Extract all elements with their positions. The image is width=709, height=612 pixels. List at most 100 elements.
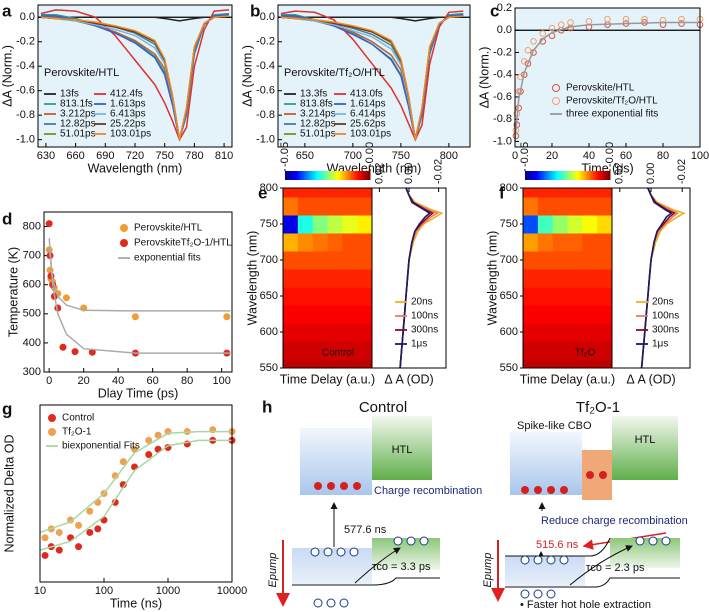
data-line <box>40 15 230 140</box>
data-line <box>39 439 232 551</box>
colorbar-swatch <box>586 171 590 180</box>
heatmap-cell <box>312 269 328 288</box>
colorbar-swatch <box>357 171 360 180</box>
heatmap-cell <box>297 287 314 306</box>
heatmap-cell <box>523 341 539 360</box>
colorbar-swatch <box>333 171 337 180</box>
y-tick-label: -0.4 <box>16 60 35 72</box>
y-tick-label: 700 <box>23 250 41 262</box>
heatmap-cell <box>357 341 373 360</box>
colorbar-swatch <box>607 171 611 180</box>
heatmap-cell <box>523 233 539 252</box>
heatmap-cell <box>537 305 554 324</box>
heatmap-cell <box>567 233 583 252</box>
heatmap-cell <box>327 188 343 198</box>
colorbar-swatch <box>304 171 307 180</box>
y-tick-label: 800 <box>500 182 518 194</box>
legend-label: 100ns <box>652 311 679 322</box>
legend-label: 103.01ps <box>110 129 151 140</box>
heatmap-cell <box>567 251 583 270</box>
legend-label: 6.414ps <box>350 109 386 120</box>
heatmap-cell <box>523 188 539 198</box>
heatmap-cell <box>597 197 613 216</box>
colorbar-swatch <box>340 171 343 180</box>
colorbar-swatch <box>321 171 324 180</box>
legend-marker <box>552 97 560 105</box>
annotation: Tf₂O <box>575 348 596 359</box>
electrons <box>521 471 607 494</box>
y-tick-label: 550 <box>500 362 518 374</box>
diagram-title: Tf₂O-1 <box>576 399 620 416</box>
heatmap-cell <box>312 359 328 369</box>
colorbar-swatch <box>338 171 341 180</box>
panel-label: e <box>258 183 267 202</box>
data-point <box>557 21 565 28</box>
heatmap-cell <box>297 188 314 198</box>
legend-label: 413.0fs <box>350 89 383 100</box>
y-tick-label: 700 <box>500 254 518 266</box>
heatmap-cell <box>312 197 328 216</box>
data-point <box>641 15 648 23</box>
data-point <box>86 507 94 515</box>
heatmap-cell <box>312 341 328 360</box>
heatmap-cell <box>342 287 358 306</box>
heatmap-cell <box>342 305 358 324</box>
heatmap-cell <box>283 323 299 342</box>
annotation: Perovskite/Tf₂O/HTL <box>284 67 385 79</box>
colorbar-swatch <box>588 171 592 180</box>
data-line <box>41 16 229 22</box>
y-tick-label: -0.8 <box>256 109 275 121</box>
legend-label: 1μs <box>652 339 668 350</box>
colorbar-swatch <box>552 171 556 180</box>
heatmap-cell <box>283 341 299 360</box>
legend-label: Perovskite/HTL <box>566 83 635 94</box>
y-tick-label: 750 <box>260 218 278 230</box>
heatmap-cell <box>537 251 554 270</box>
y-tick-label: 0.2 <box>497 2 512 14</box>
heatmap-cell <box>582 341 598 360</box>
heatmap-cell <box>552 251 568 270</box>
bullet: • Faster hot hole extraction <box>520 599 651 611</box>
x-axis-title: Wavelength (nm) <box>88 161 183 175</box>
heatmap-cell <box>297 269 314 288</box>
heatmap-cell <box>597 233 613 252</box>
colorbar-tick-label: -0.05 <box>279 142 291 167</box>
diagram-h: h Control HTL Charge recombination 577.6… <box>262 397 688 610</box>
colorbar-swatch <box>287 171 290 180</box>
colorbar-swatch <box>599 171 602 180</box>
legend-label: 51.01ps <box>60 129 96 140</box>
x-tick-label: 780 <box>185 150 203 162</box>
heatmap-cell <box>297 323 314 342</box>
y-tick-label: 650 <box>260 290 278 302</box>
pump-label: Epump <box>267 553 279 588</box>
data-point <box>539 30 547 37</box>
legend-marker <box>48 428 56 436</box>
tau: τco = 3.3 ps <box>372 561 431 573</box>
colorbar-swatch <box>544 171 547 180</box>
colorbar-swatch <box>595 171 598 180</box>
heatmap-cell <box>357 233 373 252</box>
heatmap-cell <box>327 305 343 324</box>
y-tick-label: -0.4 <box>256 60 275 72</box>
y-tick-label: 500 <box>23 308 41 320</box>
colorbar-swatch <box>567 171 571 180</box>
note: Reduce charge recombination <box>541 515 688 527</box>
heatmap-cell <box>597 305 613 324</box>
plot-background <box>515 8 700 147</box>
colorbar-swatch <box>559 171 562 180</box>
heatmap-cell <box>312 188 328 198</box>
legend-label: 412.4fs <box>110 89 143 100</box>
colorbar-tick-label: -0.05 <box>519 142 531 167</box>
heatmap-cell <box>523 215 539 234</box>
heatmap-cell <box>537 188 554 198</box>
diagram-title: Control <box>359 399 407 416</box>
x-tick-label: 750 <box>392 150 410 162</box>
band-edge <box>505 537 611 557</box>
colorbar-swatch <box>546 171 549 180</box>
heatmap-cell <box>552 269 568 288</box>
y-tick-label: 400 <box>23 337 41 349</box>
x-tick-label: 0.00 <box>403 163 415 184</box>
x-tick-label: 80 <box>181 375 193 387</box>
y-tick-label: 300 <box>23 366 41 378</box>
y-tick-label: 800 <box>23 220 41 232</box>
